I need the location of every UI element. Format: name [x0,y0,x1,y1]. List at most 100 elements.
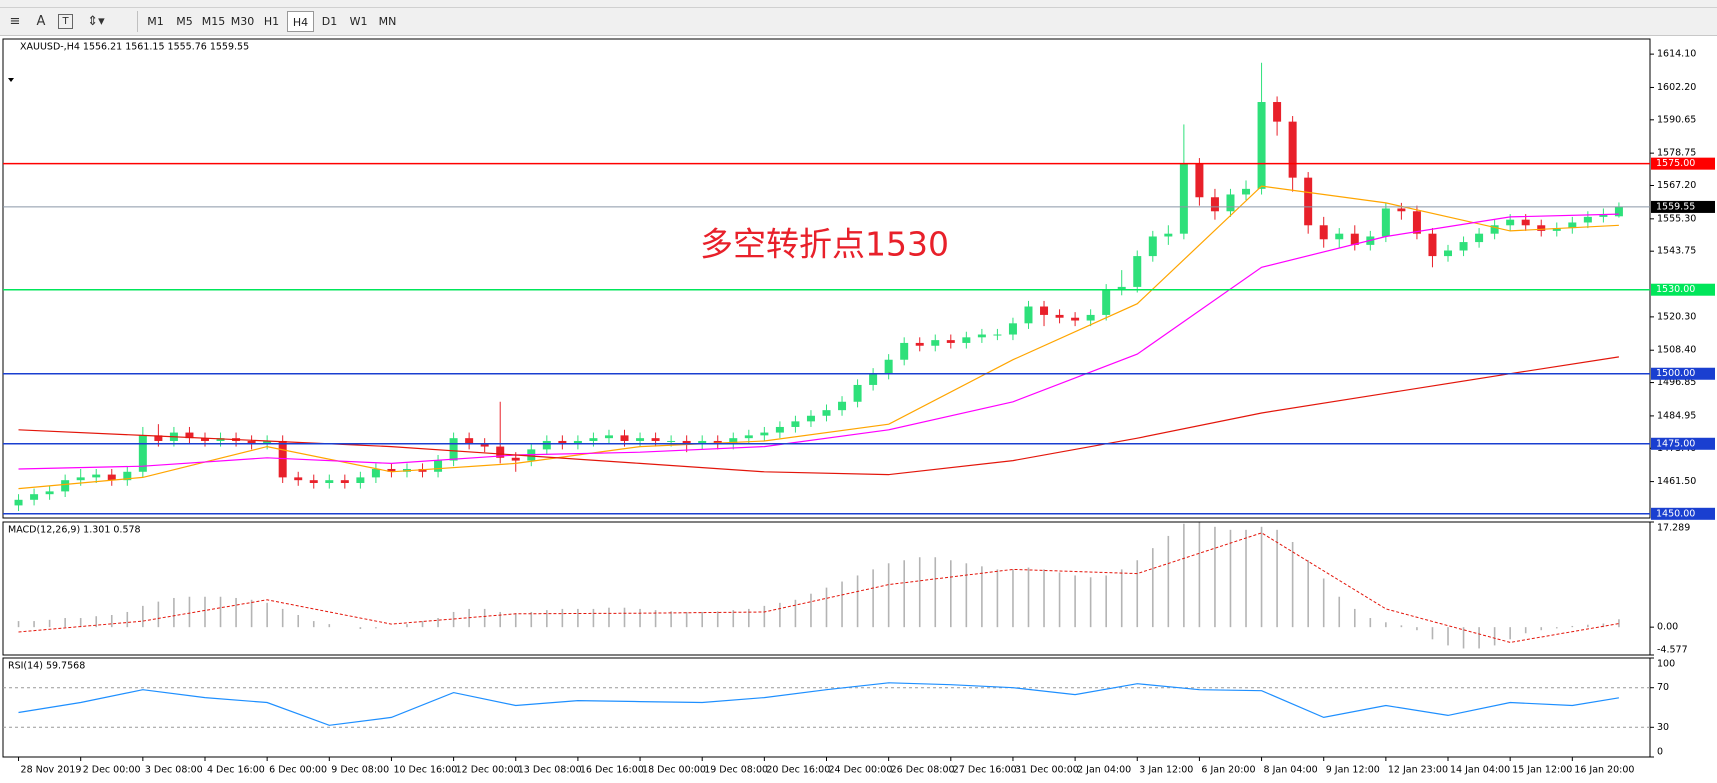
y-tick-label: 17.289 [1657,523,1690,534]
x-tick-label: 4 Dec 16:00 [207,765,265,776]
y-tick-label: 1590.65 [1657,114,1696,125]
x-tick-label: 16 Jan 20:00 [1574,765,1634,776]
y-tick-label: 1520.30 [1657,311,1696,322]
y-tick-label: 1614.10 [1657,49,1696,60]
label-tool[interactable]: T [58,14,73,29]
x-tick-label: 15 Jan 12:00 [1512,765,1572,776]
candle-body [589,438,598,441]
candle-body [200,438,209,441]
level-label: 1500.00 [1656,368,1695,379]
x-tick-label: 10 Dec 16:00 [393,765,457,776]
timeframe-button[interactable]: W1 [349,15,368,28]
candle-body [993,334,1002,336]
candle-body [1257,102,1266,189]
candle-body [1537,225,1546,231]
candle-body [651,438,660,441]
candle-body [1444,250,1453,257]
toolbar-top [0,0,1717,8]
candle-body [309,480,318,483]
candle-body [791,421,800,427]
candle-body [340,480,349,483]
candle-body [1086,314,1095,321]
panel-frame [2,521,1651,656]
panel-title: MACD(12,26,9) 1.301 0.578 [8,525,141,536]
candle-body [123,471,132,481]
x-tick-label: 6 Jan 20:00 [1201,765,1255,776]
timeframe-button[interactable]: MN [378,15,397,28]
candle-body [1319,225,1328,240]
candle-body [434,460,443,472]
candle-body [1304,177,1313,226]
candle-body [1102,289,1111,315]
y-tick-label: 100 [1657,659,1675,670]
x-tick-label: 27 Dec 16:00 [953,765,1017,776]
arrow-tool[interactable]: ⇕▾ [87,14,105,29]
candle-body [45,491,54,495]
menu-icon[interactable]: ≡ [9,14,21,29]
candle-body [496,446,505,458]
text-tool[interactable]: A [36,14,46,29]
candle-body [294,477,303,481]
candle-body [154,435,163,441]
x-tick-label: 26 Dec 08:00 [891,765,955,776]
candle-body [1195,163,1204,198]
candle-body [931,340,940,346]
candle-body [869,373,878,385]
y-tick-label: 1555.30 [1657,213,1696,224]
candle-body [1133,256,1142,287]
candle-body [1614,206,1623,217]
candle-body [387,468,396,472]
candle-body [806,415,815,422]
macd-signal [18,532,1619,643]
annotation: 多空转折点1530 [700,225,949,264]
chart: 1614.10 1602.20 1590.65 1578.75 1567.20 1555.… [2,38,1715,776]
candle-body [729,438,738,444]
y-tick-label: 1508.40 [1657,345,1696,356]
timeframe-button[interactable]: H1 [263,15,280,28]
candle-body [946,340,955,343]
candle-body [713,440,722,444]
timeframe-button[interactable]: M15 [201,15,226,28]
timeframe-button[interactable]: H4 [287,11,314,32]
level-label-box [1651,283,1715,296]
candle-body [1273,102,1282,122]
timeframe-button[interactable]: M5 [176,15,193,28]
candle-body [465,438,474,444]
candle-body [356,477,365,483]
timeframe-button[interactable]: D1 [321,15,338,28]
candle-body [604,435,613,439]
candle-body [1164,233,1173,237]
candle-body [1552,228,1561,231]
x-tick-label: 2 Jan 04:00 [1077,765,1131,776]
candle-body [1506,219,1515,226]
x-tick-label: 18 Dec 00:00 [642,765,706,776]
x-tick-label: 3 Jan 12:00 [1139,765,1193,776]
x-tick-label: 3 Dec 08:00 [145,765,203,776]
candle-body [138,435,147,472]
x-tick-label: 13 Dec 08:00 [518,765,582,776]
candle-body [1475,233,1484,243]
candle-body [1242,188,1251,195]
candle-body [682,440,691,444]
toolbar: ≡ A T ⇕▾ M1 M5 M15 M30 H1 H4 D1 W1 MN [0,8,1717,36]
x-tick-label: 20 Dec 16:00 [766,765,830,776]
timeframe-button[interactable]: M30 [230,15,255,28]
candle-body [1179,163,1188,234]
x-tick-label: 24 Dec 00:00 [829,765,893,776]
y-tick-label: 70 [1657,682,1669,693]
timeframe-button[interactable]: M1 [147,15,164,28]
candle-body [1583,216,1592,223]
candle-body [247,440,256,444]
y-tick-label: 1496.85 [1657,377,1696,388]
level-label: 1559.55 [1656,201,1695,212]
level-label-box [1651,437,1715,450]
moving-average [18,185,1619,490]
panel-title: XAUUSD-,H4 1556.21 1561.15 1555.76 1559.… [20,42,249,53]
candle-body [620,435,629,441]
level-label-box [1651,507,1715,520]
candle-body [1599,214,1608,217]
candle-body [1397,208,1406,212]
candle-body [1226,194,1235,212]
candle-body [853,384,862,402]
candle-body [278,440,287,478]
